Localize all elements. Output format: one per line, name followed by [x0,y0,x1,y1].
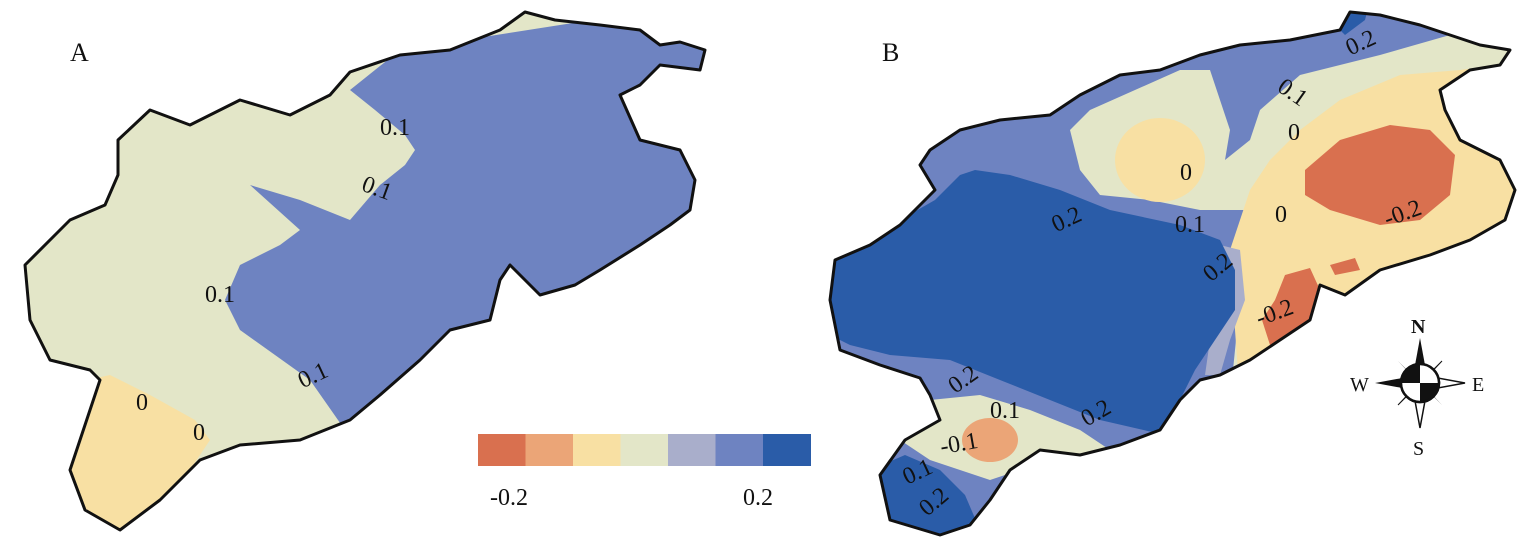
legend-swatch [715,434,764,466]
panel-b-boundary [828,10,1517,537]
legend-swatch [573,434,621,466]
contour-label: 0 [193,420,205,446]
legend-swatch [668,434,716,466]
panel-b-label: B [882,38,900,67]
compass-south-label: S [1413,438,1424,460]
contour-label: 0 [1180,160,1192,186]
contour-label: -0.1 [938,428,980,460]
compass-rose-icon [1375,338,1466,429]
legend-swatch [763,434,811,466]
legend-min-label: -0.2 [490,485,528,511]
contour-label: 0.1 [990,398,1020,424]
compass-labels-minor: S E W [1350,374,1484,460]
legend-swatch [478,434,526,466]
contour-label: 0 [1275,202,1287,228]
compass-east-label: E [1472,374,1484,396]
legend-swatch [620,434,669,466]
contour-label: 0.1 [380,115,410,141]
contour-label: 0.1 [1175,212,1205,238]
legend-swatch [525,434,574,466]
contour-label: 0.1 [205,282,235,308]
panel-a-label: A [70,38,89,67]
compass-north-label: N [1411,316,1426,338]
compass-west-label: W [1350,374,1369,396]
legend-color-bar [478,434,811,466]
legend-max-label: 0.2 [743,485,773,511]
compass-labels: N [1411,316,1426,338]
panel-a-boundary [23,10,707,532]
contour-label: 0 [136,390,148,416]
contour-label: 0 [1288,120,1300,146]
